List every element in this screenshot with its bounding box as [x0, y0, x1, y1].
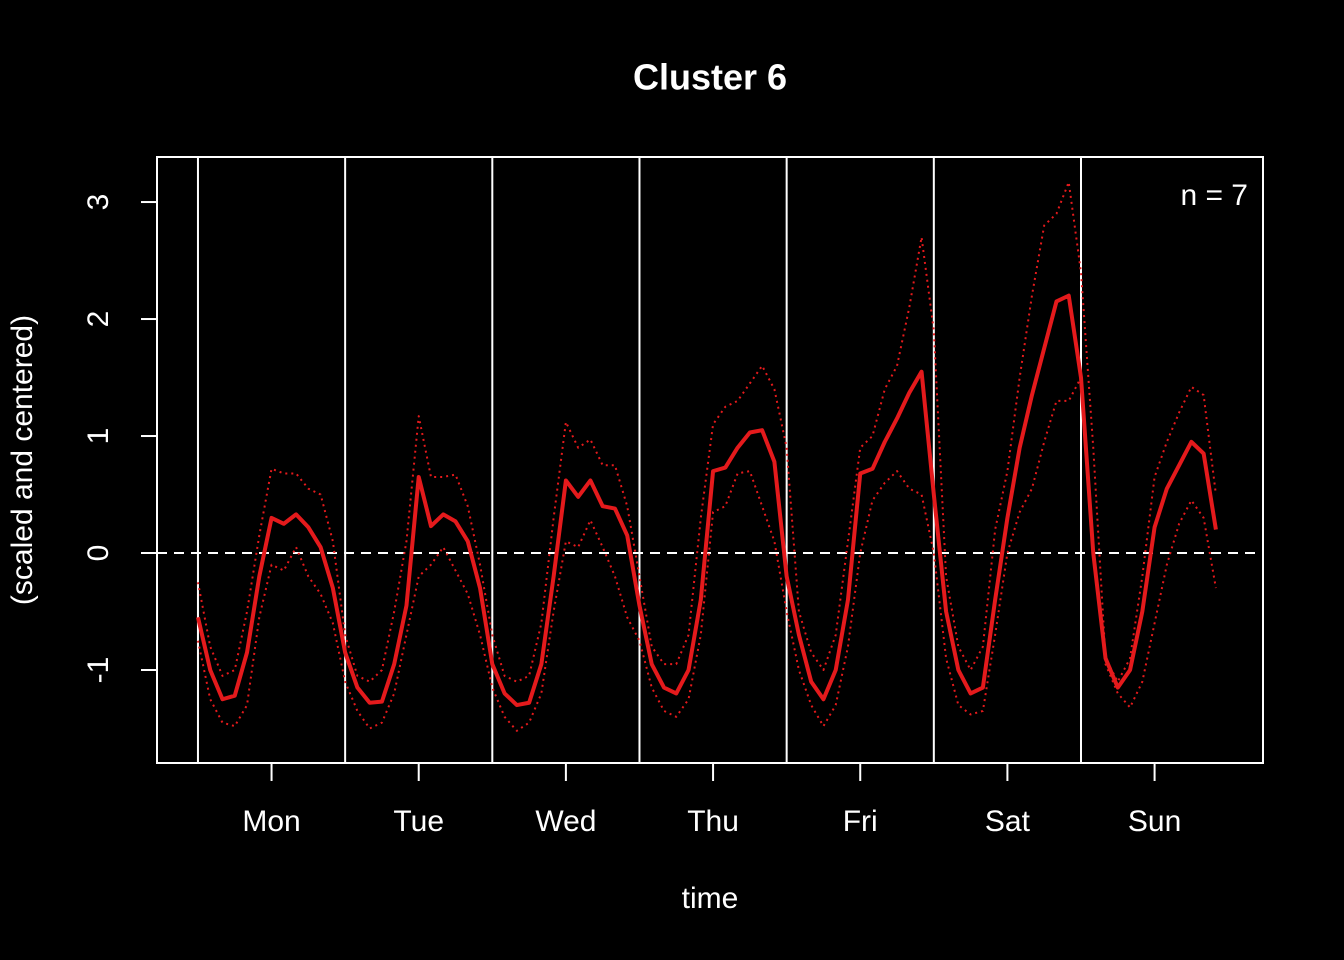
x-tick-label: Sun — [1128, 805, 1181, 838]
y-tick-label: 2 — [82, 311, 115, 328]
series-line — [196, 376, 1217, 732]
series-line — [196, 293, 1218, 708]
x-tick-label: Wed — [535, 805, 596, 838]
x-tick-label: Sat — [985, 805, 1031, 838]
y-tick-label: 3 — [82, 194, 115, 211]
y-tick-label: 0 — [82, 545, 115, 562]
plot-frame — [156, 156, 1264, 764]
series-line — [196, 181, 1217, 683]
x-tick-label: Thu — [687, 805, 739, 838]
y-tick-label: -1 — [82, 657, 115, 684]
x-tick-label: Mon — [242, 805, 300, 838]
chart-title: Cluster 6 — [633, 57, 787, 98]
y-axis-label: (scaled and centered) — [6, 315, 39, 605]
x-axis-label: time — [682, 882, 739, 915]
x-tick-label: Tue — [393, 805, 444, 838]
y-tick-label: 1 — [82, 428, 115, 445]
annotation: n = 7 — [1180, 179, 1248, 212]
x-tick-label: Fri — [843, 805, 878, 838]
